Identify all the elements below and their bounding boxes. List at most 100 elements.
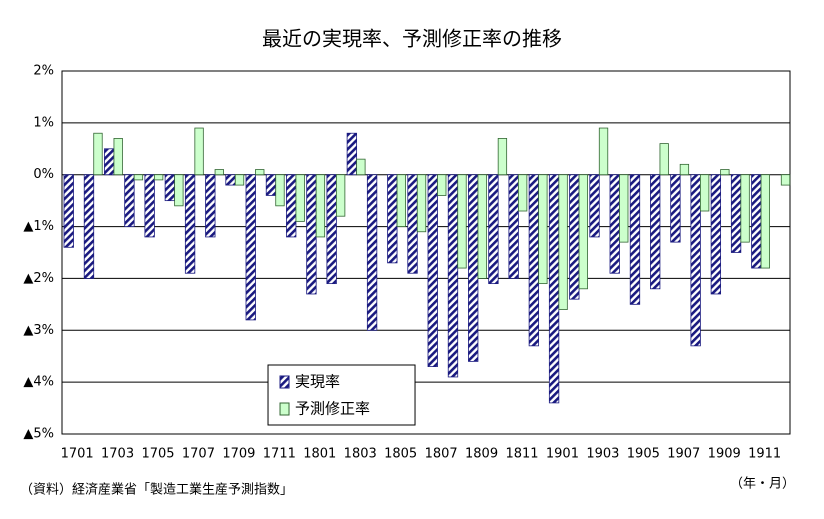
bar <box>427 174 438 367</box>
bar <box>245 174 256 321</box>
x-tick-label: 1911 <box>748 447 781 462</box>
bar <box>387 174 398 264</box>
bar <box>720 169 730 176</box>
bar <box>488 174 499 285</box>
x-tick-label: 1705 <box>141 447 174 462</box>
bar <box>234 174 245 186</box>
x-tick-label: 1905 <box>627 447 660 462</box>
bar <box>659 143 669 176</box>
bar <box>93 132 103 176</box>
x-tick-label: 1909 <box>708 447 741 462</box>
bar <box>184 174 196 274</box>
bar <box>407 174 418 274</box>
x-tick-label: 1707 <box>182 447 215 462</box>
bar <box>751 174 762 269</box>
bar <box>629 174 641 305</box>
bar <box>538 174 548 285</box>
legend-swatch <box>279 402 290 416</box>
bar <box>83 174 95 279</box>
bar <box>124 174 135 227</box>
bar <box>730 174 742 253</box>
y-tick-label: ▲3% <box>23 323 54 338</box>
bar <box>295 174 305 222</box>
x-tick-label: 1801 <box>303 447 336 462</box>
y-tick-label: ▲5% <box>23 427 54 442</box>
y-tick-label: 2% <box>33 64 54 79</box>
x-tick-label: 1903 <box>586 447 619 462</box>
bar <box>416 174 427 233</box>
bar <box>205 174 216 238</box>
bar <box>396 174 406 227</box>
bar <box>133 174 144 181</box>
x-tick-label: 1805 <box>384 447 417 462</box>
bar <box>144 174 155 238</box>
bar <box>468 174 479 362</box>
bar <box>780 174 791 186</box>
bar <box>517 174 528 212</box>
source-note: （資料）経済産業省「製造工業生産予測指数」 <box>20 482 293 498</box>
y-tick-label: 1% <box>33 115 54 130</box>
x-tick-label: 1803 <box>344 447 377 462</box>
bar <box>457 174 467 269</box>
bar <box>740 174 750 243</box>
bar <box>265 174 277 196</box>
x-tick-label: 1709 <box>222 447 255 462</box>
bar <box>760 174 770 269</box>
bar <box>164 174 176 202</box>
bar <box>477 174 487 279</box>
bar <box>650 174 661 290</box>
x-tick-label: 1809 <box>465 447 498 462</box>
bar <box>447 174 459 378</box>
bar <box>174 174 184 207</box>
legend-swatch <box>279 375 290 389</box>
bar <box>335 174 346 217</box>
bar <box>346 132 358 176</box>
bar <box>558 174 568 310</box>
bar <box>710 174 722 295</box>
x-tick-label: 1811 <box>505 447 538 462</box>
y-tick-label: 0% <box>33 167 54 182</box>
bar <box>548 174 560 404</box>
bar <box>679 163 690 176</box>
bar <box>326 174 337 285</box>
bar <box>214 169 224 176</box>
bar <box>366 174 378 331</box>
legend-label: 予測修正率 <box>295 400 370 418</box>
bar <box>104 148 115 176</box>
bar <box>598 127 609 176</box>
y-tick-label: ▲2% <box>23 271 54 286</box>
bar <box>619 174 629 243</box>
bar <box>699 174 710 212</box>
bar <box>437 174 447 196</box>
x-tick-label: 1701 <box>61 447 94 462</box>
y-tick-label: ▲1% <box>23 219 54 234</box>
bar <box>670 174 681 243</box>
bar <box>275 174 285 207</box>
legend-box <box>267 364 416 426</box>
x-tick-label: 1807 <box>425 447 458 462</box>
x-tick-label: 1901 <box>546 447 579 462</box>
bar <box>497 138 508 176</box>
x-tick-label: 1703 <box>101 447 134 462</box>
plot-area <box>61 70 791 435</box>
bar <box>306 174 317 295</box>
bar <box>255 169 265 176</box>
bar <box>528 174 540 347</box>
chart-title: 最近の実現率、予測修正率の推移 <box>262 27 562 51</box>
legend-label: 実現率 <box>295 373 340 391</box>
bar <box>578 174 588 290</box>
x-tick-label: 1711 <box>263 447 296 462</box>
bar <box>609 174 620 274</box>
bar <box>286 174 297 238</box>
bar <box>225 174 236 186</box>
bar <box>356 158 366 176</box>
bar <box>569 174 580 300</box>
bar <box>63 174 74 248</box>
x-tick-label: 1907 <box>667 447 700 462</box>
bar <box>690 174 701 347</box>
bar <box>508 174 519 279</box>
bar <box>589 174 600 238</box>
y-tick-label: ▲4% <box>23 375 54 390</box>
bar <box>113 138 123 176</box>
